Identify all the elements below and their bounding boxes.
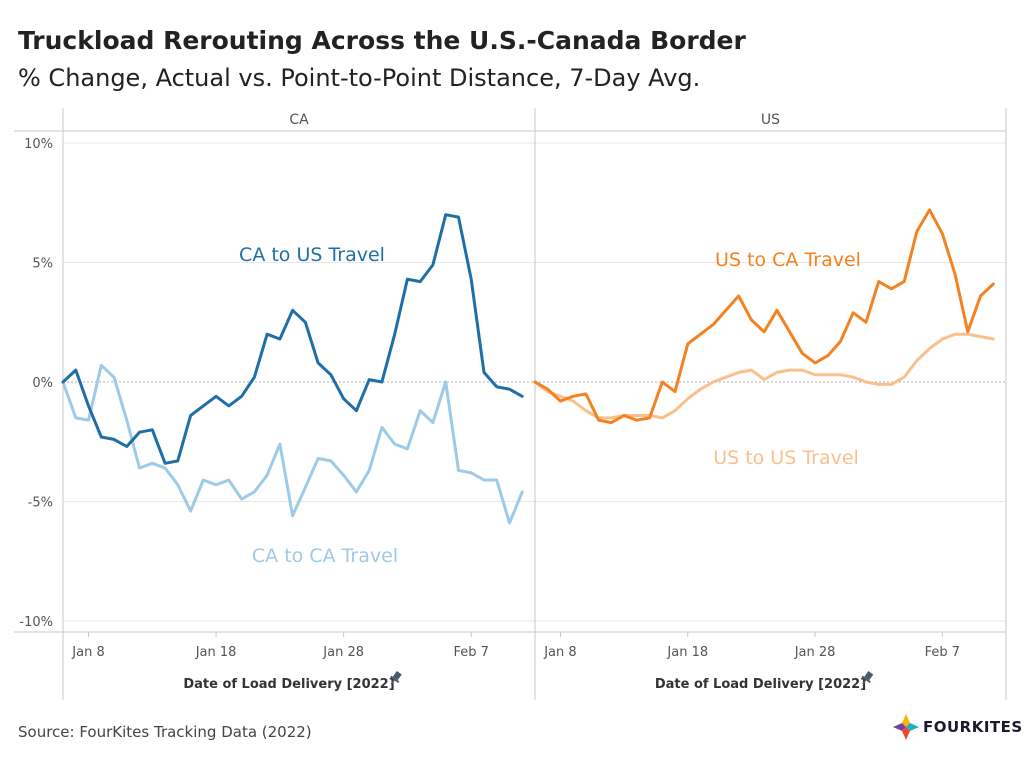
brand-logo: FOURKITES (893, 714, 1023, 740)
x-tick-label: Jan 8 (543, 645, 576, 660)
x-axis-title: Date of Load Delivery [2022] (655, 677, 866, 692)
source-note: Source: FourKites Tracking Data (2022) (18, 723, 312, 741)
pin-icon-needle (390, 679, 395, 685)
fourkites-logo-icon (893, 714, 919, 740)
series-line-ca-to-us-travel (61, 213, 524, 465)
x-tick-label: Feb 7 (925, 645, 960, 660)
series-label-ca-to-ca-travel: CA to CA Travel (252, 545, 398, 567)
y-tick-label: 5% (32, 257, 53, 272)
x-tick-label: Jan 18 (195, 645, 237, 660)
pin-icon-needle (862, 679, 867, 685)
panel-header-ca: CA (289, 112, 309, 128)
frame-layer (14, 108, 1007, 700)
brand-name: FOURKITES (923, 718, 1023, 736)
y-tick-label: 0% (32, 376, 53, 391)
label-layer: 10% 5% 0% -5% -10% CA Jan 8 Jan 18 Jan 28 Feb 7 Da… (19, 112, 960, 692)
pin-icon (861, 671, 874, 685)
y-tick-label: -5% (28, 496, 53, 511)
y-tick-label: -10% (19, 615, 53, 630)
series-line-us-to-ca-travel (533, 208, 995, 425)
panel-header-us: US (761, 112, 780, 128)
series-line-ca-to-ca-travel (61, 363, 524, 525)
series-label-us-to-ca-travel: US to CA Travel (715, 249, 861, 271)
x-tick-label: Jan 28 (794, 645, 836, 660)
y-tick-label: 10% (24, 137, 53, 152)
series-line-us-to-us-travel (533, 332, 995, 420)
pin-icon (390, 671, 402, 685)
chart-title: Truckload Rerouting Across the U.S.-Cana… (18, 26, 746, 55)
series-label-ca-to-us-travel: CA to US Travel (239, 244, 385, 266)
pin-icon-base (390, 675, 400, 683)
x-tick-label: Jan 18 (666, 645, 708, 660)
x-tick-label: Feb 7 (454, 645, 489, 660)
series-layer (61, 208, 995, 525)
x-axis-title: Date of Load Delivery [2022] (183, 677, 394, 692)
x-tick-label: Jan 28 (322, 645, 364, 660)
chart-subtitle: % Change, Actual vs. Point-to-Point Dist… (18, 64, 701, 92)
x-tick-label: Jan 8 (71, 645, 104, 660)
series-label-us-to-us-travel: US to US Travel (713, 447, 859, 469)
pin-icon-head (864, 671, 874, 681)
pin-icon-head (392, 671, 402, 681)
pin-icon-base (861, 675, 871, 683)
